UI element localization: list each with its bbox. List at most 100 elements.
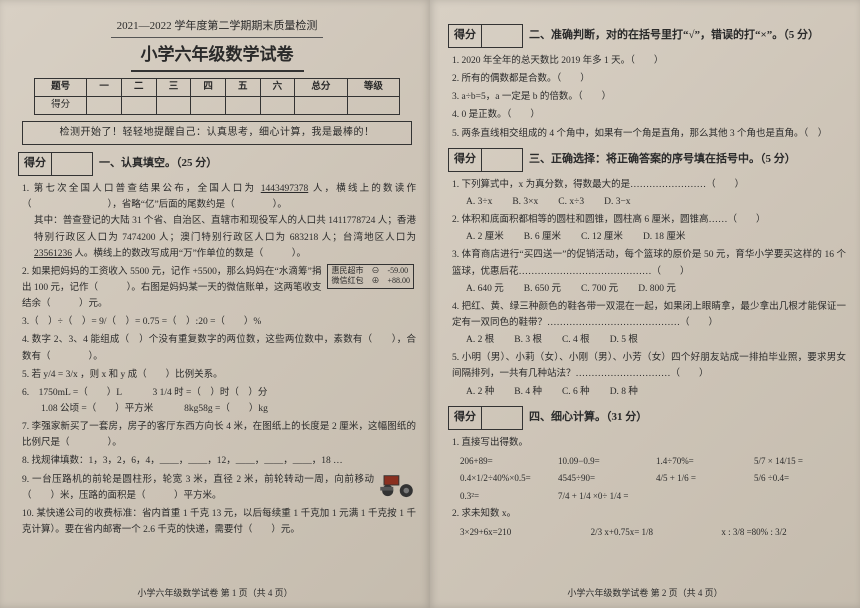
q7: 7. 李强家新买了一套房，房子的客厅东西方向长 4 米，在图纸上的长度是 2 厘… bbox=[22, 419, 416, 451]
score-label: 得分 bbox=[449, 407, 482, 429]
q9: 9. 一台压路机的前轮是圆柱形，轮宽 3 米，直径 2 米，前轮转动一周，向前移… bbox=[22, 472, 416, 504]
opt: D. 5 根 bbox=[610, 333, 638, 348]
q1-text: 1. 第七次全国人口普查结果公布，全国人口为 bbox=[22, 184, 261, 194]
calc: 0.4×1/2÷40%×0.5= bbox=[460, 471, 552, 485]
opt: C. 700 元 bbox=[581, 282, 618, 297]
s3q3: 3. 体育商店进行“买四送一”的促销活动，每个篮球的原价是 50 元，育华小学要… bbox=[452, 247, 846, 279]
score-value bbox=[52, 153, 92, 175]
s3q1: 1. 下列算式中，x 为真分数，得数最大的是……………………（ ） bbox=[452, 177, 846, 193]
section-score-box: 得分 bbox=[448, 406, 523, 430]
s3q5: 5. 小明（男）、小莉（女）、小刚（男）、小芳（女）四个好朋友站成一排拍毕业照，… bbox=[452, 350, 846, 382]
q2-text: 2. 如果把妈妈的工资收入 5500 元，记作 +5500，那么妈妈在“水滴筹”… bbox=[22, 267, 321, 309]
score-value bbox=[482, 407, 522, 429]
opt: D. 8 种 bbox=[610, 385, 638, 400]
s3q2-opts: A. 2 厘米 B. 6 厘米 C. 12 厘米 D. 18 厘米 bbox=[466, 230, 846, 245]
q1-text4: 人。横线上的数改写成用“万”作单位的数是（ ）。 bbox=[72, 249, 306, 259]
roller-icon bbox=[378, 472, 416, 498]
q6d: 8kg58g =（ ）kg bbox=[184, 404, 268, 414]
opt: C. 6 种 bbox=[562, 385, 590, 400]
calc-grid-1: 206+89= 10.09−0.9= 1.4÷70%= 5/7 × 14/15 … bbox=[460, 454, 846, 503]
q10: 10. 某快递公司的收费标准：省内首重 1 千克 13 元，以后每续重 1 千克… bbox=[22, 506, 416, 538]
score-table-header-row: 题号 一 二 三 四 五 六 总分 等级 bbox=[34, 78, 399, 96]
section-3-head: 得分 三、正确选择：将正确答案的序号填在括号中。（5 分） bbox=[448, 148, 846, 172]
subtitle: 2021—2022 学年度第二学期期末质量检测 bbox=[111, 18, 324, 38]
score-table-score-row: 得分 bbox=[34, 96, 399, 114]
opt: B. 3 根 bbox=[514, 333, 542, 348]
s2q1: 1. 2020 年全年的总天数比 2019 年多 1 天。（ ） bbox=[452, 53, 846, 69]
footer-right: 小学六年级数学试卷 第 2 页（共 4 页） bbox=[430, 586, 860, 600]
opt: C. x÷3 bbox=[558, 195, 584, 210]
s2q4: 4. 0 是正数。（ ） bbox=[452, 107, 846, 123]
q1-text3: 其中：普查登记的大陆 31 个省、自治区、直辖市和现役军人的人口共 141177… bbox=[34, 216, 416, 242]
col: 四 bbox=[191, 78, 226, 96]
col: 等级 bbox=[347, 78, 399, 96]
section-3-title: 三、正确选择：将正确答案的序号填在括号中。（5 分） bbox=[529, 151, 796, 169]
calc: 5/7 × 14/15 = bbox=[754, 454, 846, 468]
col: 三 bbox=[156, 78, 191, 96]
section-1-head: 得分 一、认真填空。（25 分） bbox=[18, 152, 416, 176]
section-4-title: 四、细心计算。（31 分） bbox=[529, 409, 647, 427]
s4-sub2: 2. 求未知数 x。 bbox=[452, 506, 846, 522]
exam-page-left: 2021—2022 学年度第二学期期末质量检测 小学六年级数学试卷 题号 一 二… bbox=[0, 0, 430, 608]
opt: A. 2 种 bbox=[466, 385, 494, 400]
col: 题号 bbox=[34, 78, 86, 96]
section-score-box: 得分 bbox=[18, 152, 93, 176]
s2q2: 2. 所有的偶数都是合数。（ ） bbox=[452, 71, 846, 87]
section-2-head: 得分 二、准确判断，对的在括号里打“√”，错误的打“×”。（5 分） bbox=[448, 24, 846, 48]
q1-sub: 其中：普查登记的大陆 31 个省、自治区、直辖市和现役军人的人口共 141177… bbox=[34, 213, 416, 261]
calc: 4545÷90= bbox=[558, 471, 650, 485]
opt: D. 800 元 bbox=[638, 282, 676, 297]
section-2-title: 二、准确判断，对的在括号里打“√”，错误的打“×”。（5 分） bbox=[529, 27, 819, 45]
opt: A. 2 厘米 bbox=[466, 230, 504, 245]
calc: x : 3/8 =80% : 3/2 bbox=[721, 525, 846, 539]
opt: B. 3×x bbox=[512, 195, 538, 210]
exam-title: 小学六年级数学试卷 bbox=[131, 41, 304, 72]
q1-underline2: 23561236 bbox=[34, 249, 72, 259]
score-label: 得分 bbox=[449, 149, 482, 171]
q1: 1. 第七次全国人口普查结果公布，全国人口为 1443497378 人，横线上的… bbox=[22, 181, 416, 262]
opt: D. 18 厘米 bbox=[643, 230, 686, 245]
calc: 2/3 x+0.75x= 1/8 bbox=[591, 525, 716, 539]
opt: C. 4 根 bbox=[562, 333, 590, 348]
section-1-title: 一、认真填空。（25 分） bbox=[99, 155, 217, 173]
opt: A. 2 根 bbox=[466, 333, 494, 348]
col: 五 bbox=[225, 78, 260, 96]
calc: 206+89= bbox=[460, 454, 552, 468]
calc: 4/5 + 1/6 = bbox=[656, 471, 748, 485]
col: 总分 bbox=[295, 78, 347, 96]
exam-page-right: 得分 二、准确判断，对的在括号里打“√”，错误的打“×”。（5 分） 1. 20… bbox=[430, 0, 860, 608]
encouragement-banner: 检测开始了！轻轻地提醒自己：认真思考，细心计算，我是最棒的！ bbox=[22, 121, 412, 145]
opt: B. 4 种 bbox=[514, 385, 542, 400]
s3q5-opts: A. 2 种 B. 4 种 C. 6 种 D. 8 种 bbox=[466, 385, 846, 400]
s3q1-opts: A. 3÷x B. 3×x C. x÷3 D. 3−x bbox=[466, 195, 846, 210]
calc: 5/6 ÷0.4= bbox=[754, 471, 846, 485]
s2q5: 5. 两条直线相交组成的 4 个角中，如果有一个角是直角，那么其他 3 个角也是… bbox=[452, 126, 846, 142]
s3q4: 4. 把红、黄、绿三种颜色的鞋各带一双混在一起，如果闭上眼睛拿，最少拿出几根才能… bbox=[452, 299, 846, 331]
col: 一 bbox=[87, 78, 122, 96]
receipt-figure: 惠民超市 ⊖ -59.00 微信红包 ⊕ +88.00 bbox=[327, 264, 414, 289]
q6c: 1.08 公顷 =（ ）平方米 bbox=[22, 404, 153, 414]
s3q2: 2. 体积和底面积都相等的圆柱和圆锥，圆柱高 6 厘米，圆锥高……（ ） bbox=[452, 212, 846, 228]
calc: 7/4 + 1/4 ×0÷ 1/4 = bbox=[558, 489, 650, 503]
score-value bbox=[482, 149, 522, 171]
row-label: 得分 bbox=[34, 96, 86, 114]
opt: A. 640 元 bbox=[466, 282, 504, 297]
receipt-line: 微信红包 ⊕ +88.00 bbox=[331, 276, 410, 286]
calc: 10.09−0.9= bbox=[558, 454, 650, 468]
page-header: 2021—2022 学年度第二学期期末质量检测 小学六年级数学试卷 bbox=[18, 18, 416, 72]
calc: 3×29+6x=210 bbox=[460, 525, 585, 539]
opt: C. 12 厘米 bbox=[581, 230, 623, 245]
q5: 5. 若 y/4 = 3/x ，则 x 和 y 成（ ）比例关系。 bbox=[22, 367, 416, 383]
score-value bbox=[482, 25, 522, 47]
q2: 惠民超市 ⊖ -59.00 微信红包 ⊕ +88.00 2. 如果把妈妈的工资收… bbox=[22, 264, 416, 312]
q6a: 6. 1750mL =（ ）L bbox=[22, 388, 122, 398]
section-score-box: 得分 bbox=[448, 24, 523, 48]
section-4-head: 得分 四、细心计算。（31 分） bbox=[448, 406, 846, 430]
q1-underline: 1443497378 bbox=[261, 184, 309, 194]
calc: 1.4÷70%= bbox=[656, 454, 748, 468]
s3q4-opts: A. 2 根 B. 3 根 C. 4 根 D. 5 根 bbox=[466, 333, 846, 348]
calc-grid-2: 3×29+6x=210 2/3 x+0.75x= 1/8 x : 3/8 =80… bbox=[460, 525, 846, 539]
opt: B. 6 厘米 bbox=[524, 230, 561, 245]
section-score-box: 得分 bbox=[448, 148, 523, 172]
s3q3-opts: A. 640 元 B. 650 元 C. 700 元 D. 800 元 bbox=[466, 282, 846, 297]
